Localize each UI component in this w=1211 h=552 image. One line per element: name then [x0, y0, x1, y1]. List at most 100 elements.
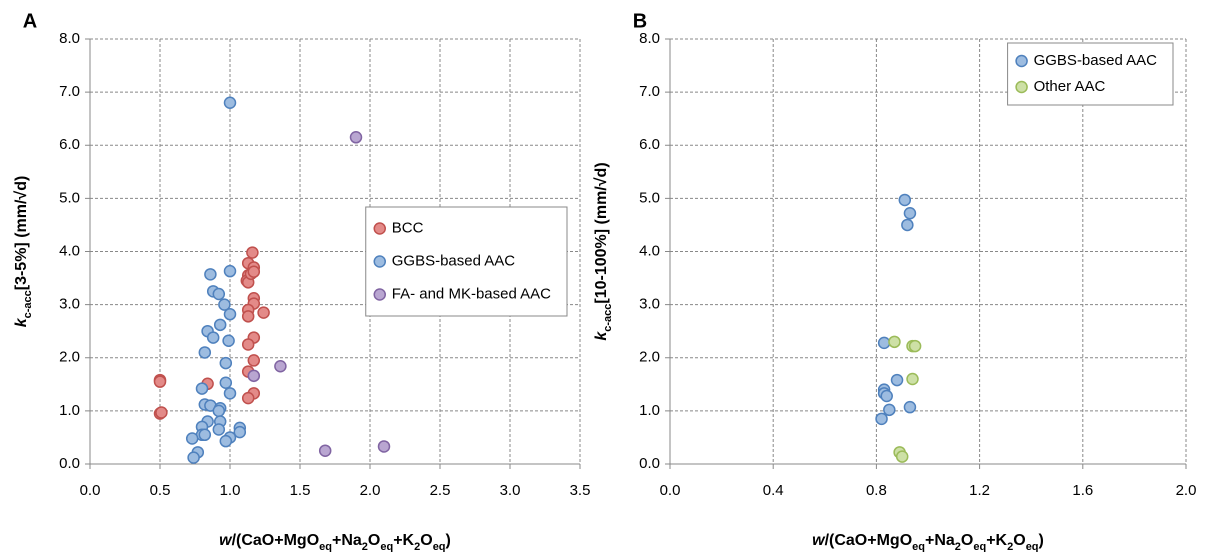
y-tick-label: 0.0: [59, 455, 80, 472]
legend-marker: [373, 255, 386, 268]
point: [883, 403, 896, 417]
legend-label: Other AAC: [1034, 78, 1106, 95]
point: [153, 375, 167, 388]
y-axis-label-part: c-acc: [22, 290, 34, 318]
point: [898, 193, 912, 207]
point: [223, 307, 237, 321]
y-tick-label: 8.0: [639, 30, 660, 47]
y-tick-label: 0.0: [639, 455, 660, 472]
point: [247, 265, 261, 278]
legend-label: FA- and MK-based AAC: [392, 285, 551, 302]
y-axis-label: kc-acc[3-5%] (mm/√d): [13, 176, 34, 328]
point: [880, 389, 893, 403]
x-axis-label-part: 2: [414, 541, 420, 552]
point: [901, 218, 914, 232]
point: [903, 207, 917, 220]
y-tick-label: 1.0: [639, 402, 660, 419]
legend-marker: [1015, 80, 1028, 94]
x-axis-label-part: +Na: [332, 532, 362, 549]
point: [246, 246, 259, 259]
point: [908, 339, 922, 353]
legend: GGBS-based AAC Other AAC: [1007, 42, 1174, 106]
point: [185, 432, 199, 445]
point: [906, 372, 919, 386]
point: [222, 334, 235, 347]
point: [198, 346, 212, 359]
y-tick-label: 3.0: [639, 296, 660, 313]
y-tick-label: 5.0: [59, 189, 80, 206]
legend-box: [1007, 42, 1174, 106]
y-tick-label: 8.0: [59, 30, 80, 47]
y-tick-label: 6.0: [639, 136, 660, 153]
point: [247, 369, 261, 383]
y-axis-label-part: [3-5%] (mm/√d): [13, 176, 30, 291]
x-axis-label-part: O: [420, 532, 432, 549]
point: [241, 310, 255, 323]
x-axis-label-part: eq: [319, 541, 332, 552]
legend-label: GGBS-based AAC: [1034, 52, 1158, 69]
x-axis-label-part: eq: [380, 541, 393, 552]
y-tick-label: 7.0: [639, 83, 660, 100]
x-tick-label: 3.5: [570, 482, 591, 499]
point: [218, 298, 231, 311]
y-axis-label-part: c-acc: [602, 304, 614, 332]
y-axis-label-part: k: [13, 317, 30, 327]
legend-box: [365, 206, 568, 317]
point: [318, 444, 332, 457]
point: [219, 356, 233, 370]
point: [877, 336, 891, 350]
x-tick-label: 2.5: [430, 482, 451, 499]
y-tick-label: 2.0: [639, 349, 660, 366]
point: [349, 131, 363, 144]
x-axis-label-part: /(CaO+MgO: [825, 532, 913, 549]
x-axis-label-part: 2: [362, 541, 368, 552]
x-axis-label-part: 2: [955, 541, 961, 552]
legend-label: GGBS-based AAC: [392, 252, 516, 269]
x-axis-label-part: w: [219, 532, 233, 549]
point: [212, 404, 226, 418]
x-axis-label: w/(CaO+MgOeq+Na2Oeq+K2Oeq): [812, 532, 1044, 552]
point: [219, 434, 233, 448]
point: [247, 354, 261, 367]
panel-letter: A: [23, 10, 37, 32]
point: [198, 428, 212, 442]
point: [274, 360, 287, 373]
x-tick-label: 1.2: [969, 482, 990, 499]
point: [890, 373, 904, 387]
point: [206, 331, 220, 344]
y-tick-label: 5.0: [639, 189, 660, 206]
point: [875, 412, 888, 426]
y-axis-label-part: [10-100%] (mm/√d): [593, 162, 610, 303]
x-tick-label: 2.0: [1176, 482, 1197, 499]
x-axis-label-part: ): [1039, 532, 1044, 549]
x-axis-label-part: 2: [1007, 541, 1013, 552]
point: [187, 451, 200, 464]
x-tick-label: 1.6: [1072, 482, 1093, 499]
panel-letter: B: [633, 10, 647, 32]
legend: BCC GGBS-based AAC FA- and MK-based AAC: [365, 206, 568, 317]
point: [213, 318, 227, 332]
x-axis-label-part: +Na: [925, 532, 955, 549]
x-axis-label-part: eq: [912, 541, 925, 552]
point: [212, 287, 226, 301]
point: [895, 450, 909, 463]
x-axis-label-part: O: [368, 532, 380, 549]
point: [223, 264, 237, 278]
legend-marker: [373, 288, 386, 301]
x-tick-label: 0.8: [866, 482, 887, 499]
x-axis-label-part: O: [1013, 532, 1025, 549]
point: [257, 306, 270, 319]
point: [195, 382, 209, 395]
y-tick-label: 6.0: [59, 136, 80, 153]
x-tick-label: 0.0: [80, 482, 101, 499]
y-tick-label: 3.0: [59, 296, 80, 313]
legend-marker: [373, 222, 386, 235]
x-axis-label-part: eq: [1026, 541, 1039, 552]
x-tick-label: 3.0: [500, 482, 521, 499]
x-axis-label-part: eq: [973, 541, 986, 552]
y-tick-label: 7.0: [59, 83, 80, 100]
point: [223, 96, 237, 109]
x-axis-label-part: /(CaO+MgO: [232, 532, 320, 549]
y-axis-label-part: k: [593, 331, 610, 341]
